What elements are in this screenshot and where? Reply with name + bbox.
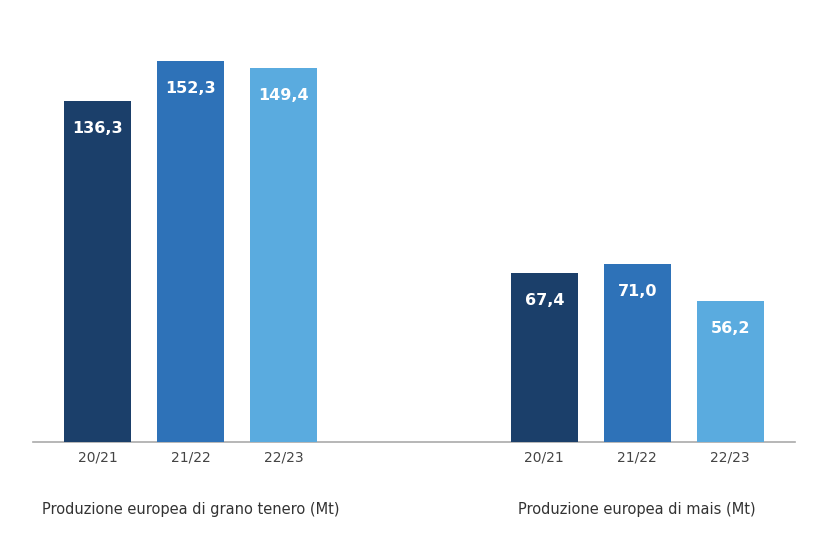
Text: Produzione europea di mais (Mt): Produzione europea di mais (Mt): [518, 502, 755, 516]
Text: 67,4: 67,4: [524, 293, 563, 308]
Text: Produzione europea di grano tenero (Mt): Produzione europea di grano tenero (Mt): [42, 502, 339, 516]
Bar: [250, 68, 317, 442]
Text: 136,3: 136,3: [73, 121, 123, 136]
Bar: [696, 301, 762, 442]
Bar: [65, 101, 131, 442]
Text: 56,2: 56,2: [710, 321, 749, 336]
Bar: [157, 60, 224, 442]
Bar: [603, 264, 670, 442]
Text: 152,3: 152,3: [165, 80, 216, 95]
Text: 149,4: 149,4: [258, 88, 309, 103]
Text: 71,0: 71,0: [617, 284, 656, 299]
Bar: [510, 273, 577, 442]
